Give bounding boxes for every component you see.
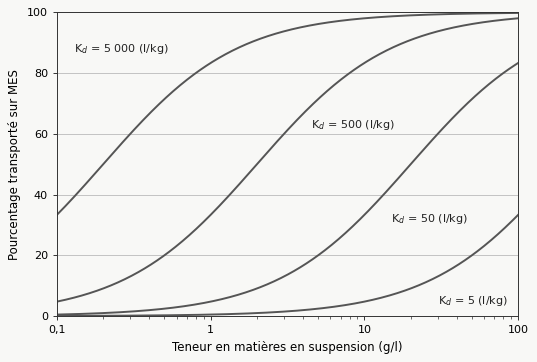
Y-axis label: Pourcentage transporté sur MES: Pourcentage transporté sur MES: [9, 69, 21, 260]
Text: K$_d$ = 5 000 (l/kg): K$_d$ = 5 000 (l/kg): [75, 42, 169, 56]
Text: K$_d$ = 50 (l/kg): K$_d$ = 50 (l/kg): [391, 212, 468, 226]
X-axis label: Teneur en matières en suspension (g/l): Teneur en matières en suspension (g/l): [172, 341, 403, 354]
Text: K$_d$ = 5 (l/kg): K$_d$ = 5 (l/kg): [438, 294, 507, 308]
Text: K$_d$ = 500 (l/kg): K$_d$ = 500 (l/kg): [311, 118, 395, 132]
